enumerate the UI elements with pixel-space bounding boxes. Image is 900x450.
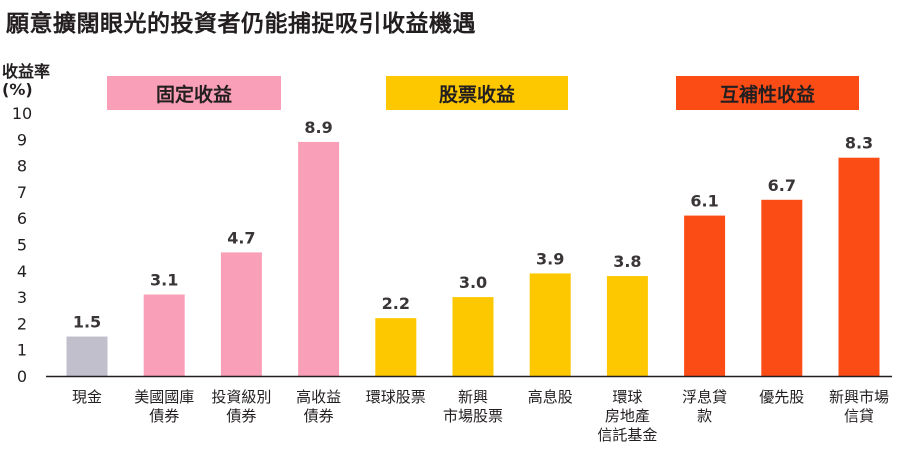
y-tick-label: 10 <box>12 104 32 123</box>
bar <box>298 141 340 376</box>
y-tick-label: 5 <box>17 236 27 255</box>
x-tick-label: 浮息貸 <box>682 388 727 406</box>
group-legend-complementary-income: 互補性收益 <box>676 76 859 110</box>
x-tick-label: 美國國庫 <box>134 388 194 406</box>
y-tick-label: 3 <box>17 288 27 307</box>
y-tick-label: 2 <box>17 314 27 333</box>
x-tick-label: 債券 <box>304 407 334 425</box>
x-tick-label: 現金 <box>72 388 102 406</box>
x-tick-label: 債券 <box>149 407 179 425</box>
y-tick-label: 0 <box>17 367 27 386</box>
y-tick-label: 4 <box>17 262 27 281</box>
bar <box>143 294 185 376</box>
bar-value-label: 4.7 <box>227 228 255 247</box>
x-tick-label: 信貸 <box>844 407 874 425</box>
y-axis-label: 收益率 <box>2 62 51 81</box>
bar-value-label: 6.1 <box>690 192 718 211</box>
x-tick-label: 房地產 <box>605 407 650 425</box>
chart-title: 願意擴闊眼光的投資者仍能捕捉吸引收益機遇 <box>6 11 476 37</box>
bar <box>684 215 726 376</box>
x-tick-label: 信託基金 <box>597 426 657 444</box>
x-tick-label: 新興市場 <box>829 388 889 406</box>
bar-value-label: 1.5 <box>73 313 101 332</box>
bar-value-label: 3.0 <box>459 273 487 292</box>
y-tick-label: 7 <box>17 183 27 202</box>
bar <box>838 157 880 376</box>
bar <box>220 252 262 376</box>
x-tick-label: 市場股票 <box>443 407 503 425</box>
group-legend-equity-income: 股票收益 <box>386 76 568 110</box>
bar <box>606 276 648 376</box>
x-tick-label: 投資級別 <box>211 388 271 406</box>
y-axis-unit: (%) <box>2 80 33 99</box>
x-tick-label: 新興 <box>458 388 488 406</box>
bar-value-label: 6.7 <box>768 176 796 195</box>
bar <box>452 297 494 376</box>
bar-value-label: 2.2 <box>382 294 410 313</box>
bar <box>375 318 417 376</box>
group-legend-fixed-income: 固定收益 <box>107 76 281 110</box>
x-tick-label: 高收益 <box>296 388 341 406</box>
x-tick-label: 優先股 <box>759 388 804 406</box>
bar <box>66 336 108 376</box>
bar-value-label: 3.8 <box>613 252 641 271</box>
bar-value-label: 8.3 <box>845 134 873 153</box>
y-tick-label: 1 <box>17 341 27 360</box>
bar-value-label: 3.1 <box>150 270 178 289</box>
x-tick-label: 債券 <box>226 407 256 425</box>
y-tick-label: 9 <box>17 130 27 149</box>
y-tick-label: 6 <box>17 209 27 228</box>
bar-value-label: 3.9 <box>536 249 564 268</box>
x-tick-label: 環球股票 <box>366 388 426 406</box>
x-tick-label: 環球 <box>612 388 642 406</box>
bar <box>761 199 803 376</box>
y-tick-label: 8 <box>17 157 27 176</box>
x-tick-label: 高息股 <box>528 388 573 406</box>
bar <box>529 273 571 376</box>
bar-value-label: 8.9 <box>304 118 332 137</box>
x-tick-label: 款 <box>697 407 712 425</box>
